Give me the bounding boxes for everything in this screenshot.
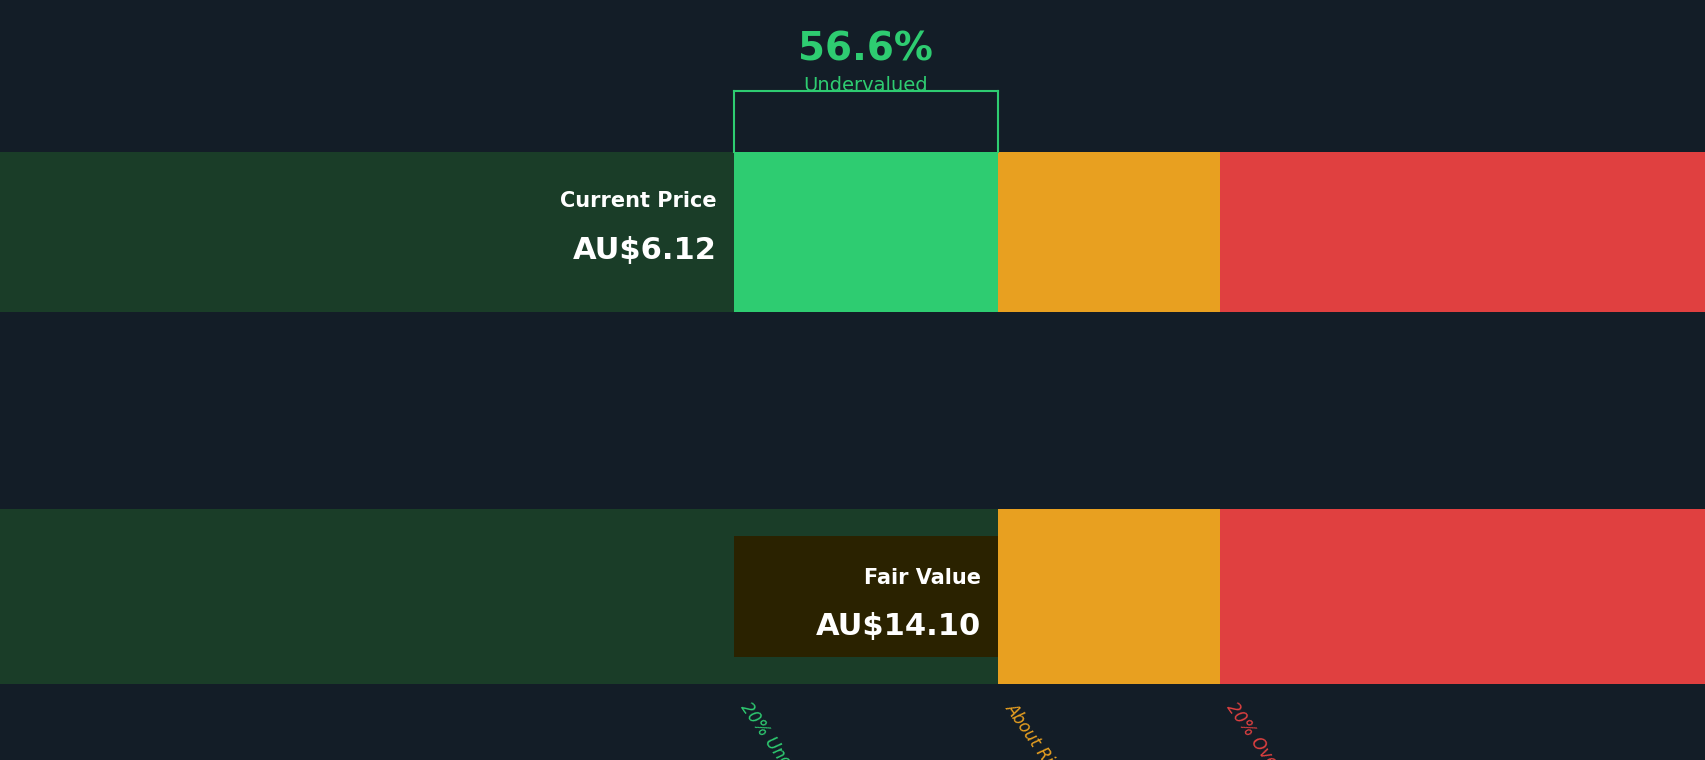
Bar <box>0 289 733 312</box>
Bar <box>733 289 997 312</box>
Bar <box>0 532 733 661</box>
Bar <box>1219 152 1705 289</box>
Bar <box>0 661 733 684</box>
Bar <box>997 152 1219 289</box>
Text: Fair Value: Fair Value <box>863 568 980 587</box>
Text: 20% Undervalued: 20% Undervalued <box>737 699 837 760</box>
Bar <box>1219 509 1705 532</box>
Bar <box>0 509 733 532</box>
Bar <box>733 152 997 289</box>
Bar <box>1219 661 1705 684</box>
Text: AU$14.10: AU$14.10 <box>815 613 980 641</box>
Text: 20% Overvalued: 20% Overvalued <box>1222 699 1316 760</box>
Bar <box>997 509 1219 532</box>
Bar <box>733 509 997 532</box>
Bar <box>1219 532 1705 661</box>
Bar <box>733 536 997 657</box>
Bar <box>1219 289 1705 312</box>
Text: About Right: About Right <box>1001 699 1072 760</box>
Bar <box>0 532 997 661</box>
Bar <box>733 661 997 684</box>
Bar <box>997 289 1219 312</box>
Bar <box>0 152 733 289</box>
Text: Current Price: Current Price <box>559 192 716 211</box>
Text: 56.6%: 56.6% <box>798 30 933 68</box>
Bar <box>0 509 997 532</box>
Bar <box>997 661 1219 684</box>
Bar <box>997 532 1219 661</box>
Bar <box>0 661 997 684</box>
Text: Undervalued: Undervalued <box>803 76 928 95</box>
Bar <box>0 289 733 312</box>
Text: AU$6.12: AU$6.12 <box>573 236 716 265</box>
Bar <box>0 152 733 289</box>
Bar <box>733 532 997 661</box>
